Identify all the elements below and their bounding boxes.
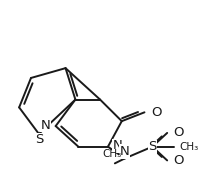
Text: S: S [148, 140, 156, 153]
Text: O: O [173, 154, 184, 167]
Text: CH₃: CH₃ [102, 149, 122, 159]
Text: O: O [151, 106, 162, 119]
Text: CH₃: CH₃ [179, 142, 198, 152]
Text: N: N [113, 139, 123, 152]
Text: N: N [41, 119, 51, 132]
Text: N: N [120, 145, 130, 158]
Text: O: O [173, 126, 184, 139]
Text: S: S [35, 133, 43, 146]
